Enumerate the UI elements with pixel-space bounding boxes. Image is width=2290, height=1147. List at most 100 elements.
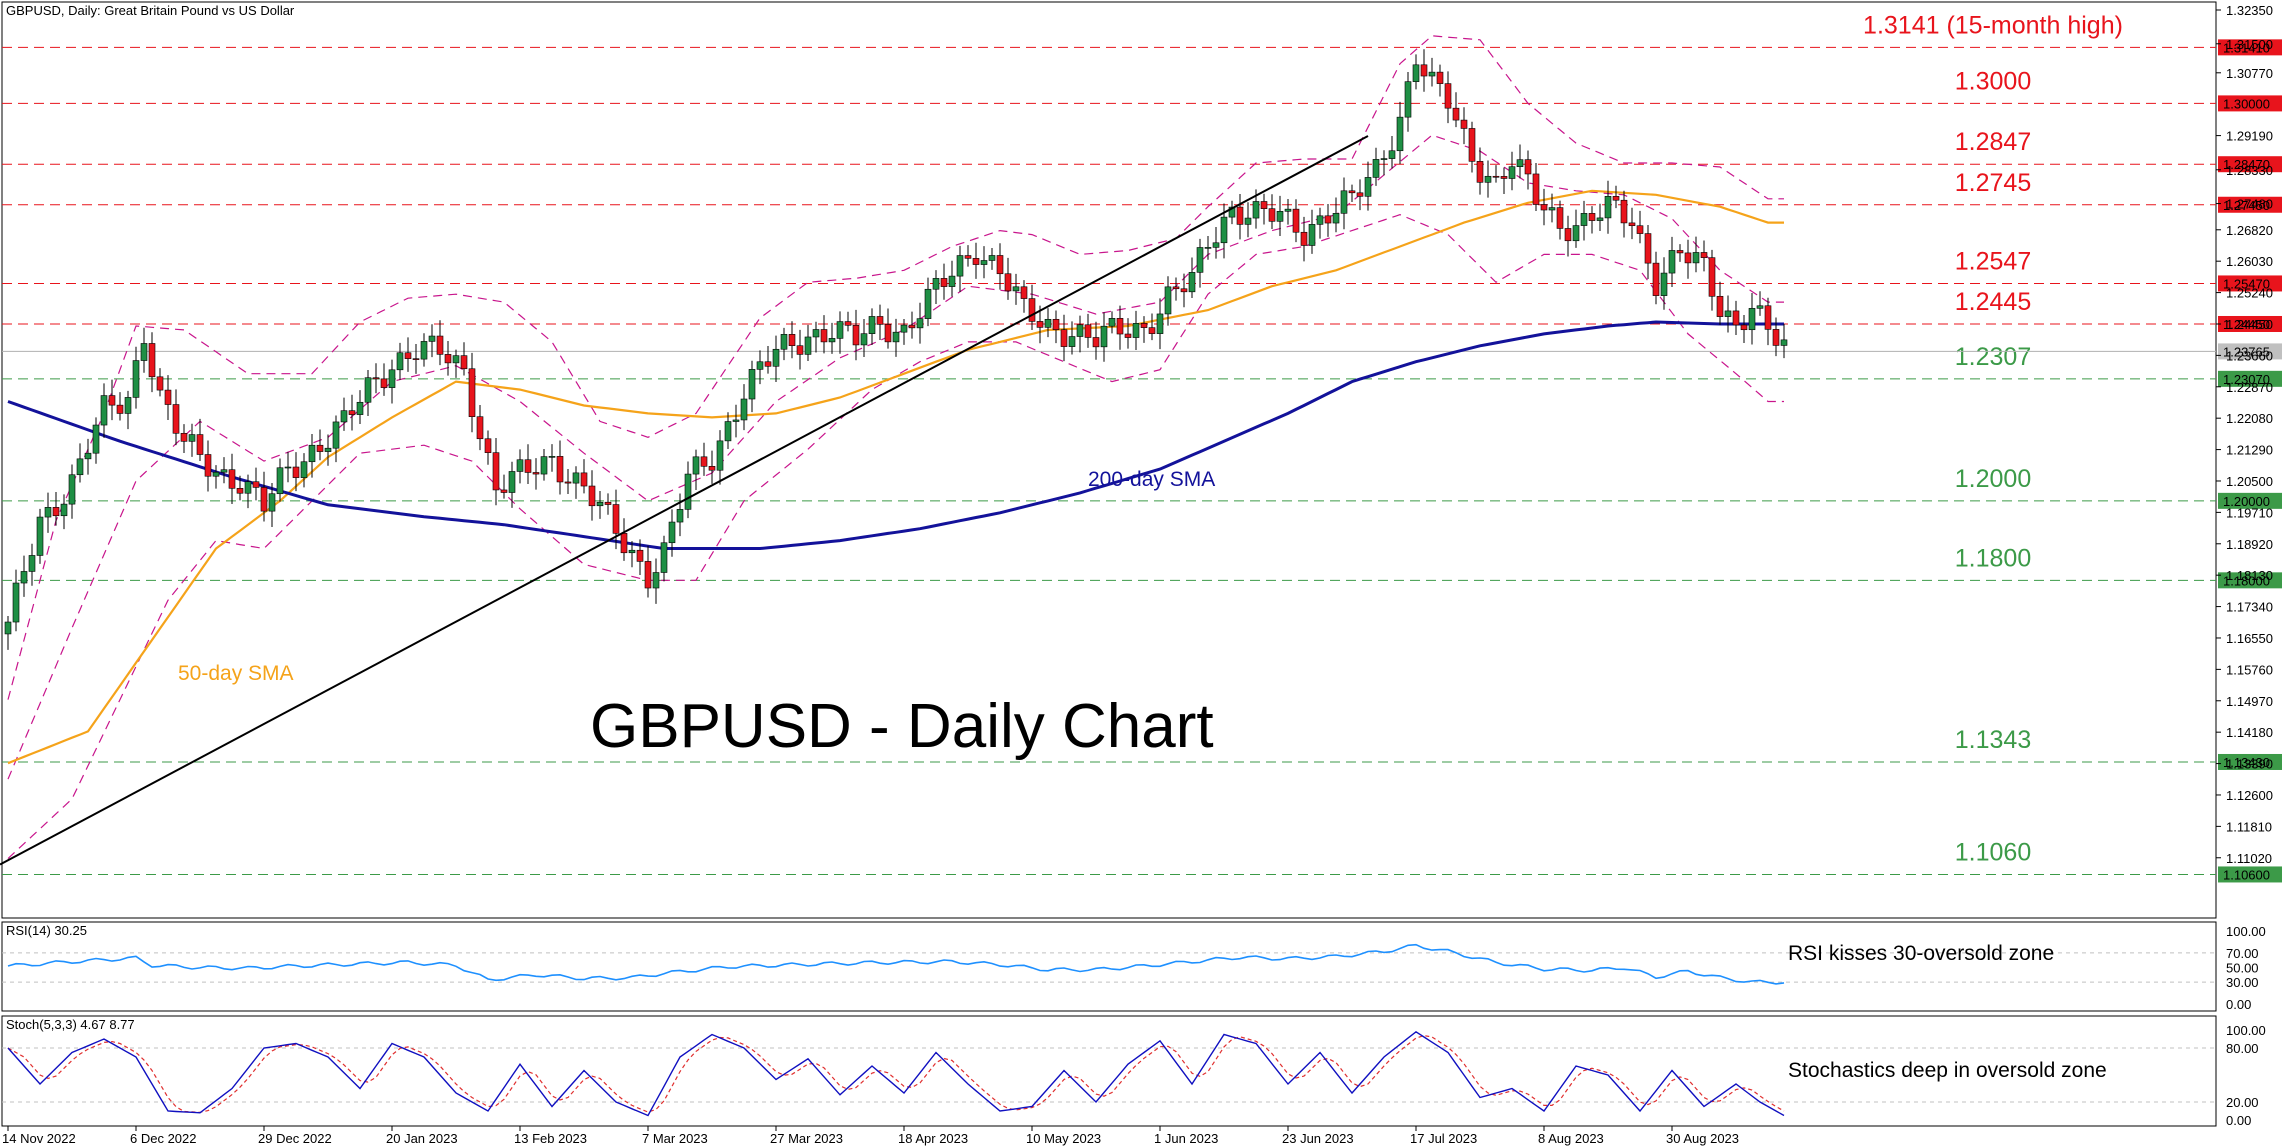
candle-body — [148, 343, 156, 378]
stoch-tick-label: 20.00 — [2226, 1095, 2259, 1110]
level-axis-tag — [2218, 753, 2282, 770]
candle-body — [1316, 215, 1324, 225]
candle-body — [1004, 273, 1012, 292]
candle-body — [1620, 199, 1628, 224]
candle-body — [1716, 295, 1724, 317]
candle-body — [1172, 286, 1180, 290]
rsi-tick-label: 50.00 — [2226, 961, 2259, 976]
candle-body — [1676, 250, 1684, 254]
candle-body — [1660, 272, 1668, 296]
sma200-label: 200-day SMA — [1088, 468, 1215, 491]
price-tick-label: 1.11810 — [2226, 819, 2272, 834]
candle-body — [604, 501, 612, 505]
candle-body — [892, 331, 900, 343]
candle-body — [1124, 333, 1132, 338]
price-tick-label: 1.11020 — [2226, 851, 2272, 866]
bollinger-upper — [7, 35, 1784, 700]
candle-body — [932, 278, 940, 290]
level-axis-tag-text: 1.30000 — [2223, 96, 2270, 111]
candle-body — [252, 481, 260, 488]
candle-body — [668, 521, 676, 544]
price-tick-label: 1.25240 — [2226, 286, 2273, 301]
candle-body — [1116, 318, 1124, 335]
stoch-header: Stoch(5,3,3) 4.67 8.77 — [6, 1017, 135, 1032]
level-label: 1.2000 — [1955, 465, 2031, 493]
candle-body — [1668, 250, 1676, 274]
candle-body — [1108, 318, 1116, 327]
candle-body — [596, 501, 604, 507]
level-axis-tag — [2218, 39, 2282, 56]
candle-body — [988, 255, 996, 261]
candle-body — [1492, 175, 1500, 178]
candle-body — [1548, 207, 1556, 211]
level-axis-tag-text: 1.18000 — [2223, 573, 2270, 588]
candle-body — [316, 444, 324, 452]
price-tick-label: 1.12600 — [2226, 788, 2273, 803]
candle-body — [1700, 252, 1708, 258]
candle-body — [812, 329, 820, 338]
candle-body — [1012, 286, 1020, 292]
candle-body — [92, 424, 100, 454]
candle-body — [300, 461, 308, 478]
date-tick-label: 17 Jul 2023 — [1410, 1131, 1477, 1146]
candle-body — [844, 321, 852, 326]
candle-body — [1196, 247, 1204, 273]
candle-body — [1252, 201, 1260, 219]
candle-body — [396, 352, 404, 371]
price-tick-label: 1.30770 — [2226, 66, 2273, 81]
candle-body — [1052, 318, 1060, 330]
candle-body — [748, 369, 756, 400]
candle-body — [1468, 128, 1476, 162]
candle-body — [44, 507, 52, 518]
candle-body — [228, 469, 236, 489]
candle-body — [188, 434, 196, 442]
rsi-line — [7, 943, 1785, 985]
candle-body — [1084, 324, 1092, 338]
candle-body — [1764, 305, 1772, 330]
candle-body — [1740, 324, 1748, 331]
candle-body — [1564, 228, 1572, 242]
candle-body — [1308, 224, 1316, 246]
level-axis-tag — [2218, 315, 2282, 332]
level-axis-tag — [2218, 196, 2282, 213]
candle-body — [1140, 323, 1148, 328]
price-tick-label: 1.14970 — [2226, 694, 2273, 709]
level-label: 1.2307 — [1955, 343, 2031, 371]
candle-body — [1396, 116, 1404, 152]
candle-body — [1364, 177, 1372, 197]
candle-body — [1556, 207, 1564, 229]
date-tick-label: 30 Aug 2023 — [1666, 1131, 1739, 1146]
candle-body — [1604, 196, 1612, 219]
candle-body — [348, 410, 356, 415]
candle-body — [484, 438, 492, 453]
candle-body — [1444, 83, 1452, 109]
candle-body — [1508, 166, 1516, 179]
candle-body — [716, 440, 724, 471]
price-tick-label: 1.20500 — [2226, 474, 2273, 489]
candle-body — [492, 452, 500, 491]
candle-body — [1452, 107, 1460, 121]
candle-body — [1372, 159, 1380, 178]
rsi-tick-label: 100.00 — [2226, 924, 2266, 939]
candle-body — [540, 456, 548, 475]
candle-body — [340, 410, 348, 423]
rsi-header: RSI(14) 30.25 — [6, 923, 87, 938]
candle-body — [1100, 325, 1108, 348]
stoch-panel-frame — [1, 1015, 2217, 1127]
candle-body — [84, 452, 92, 460]
candle-body — [684, 473, 692, 510]
candle-body — [660, 542, 668, 573]
stoch-tick-label: 0.00 — [2226, 1113, 2251, 1128]
price-tick-label: 1.32350 — [2226, 3, 2273, 18]
candle-body — [1348, 190, 1356, 194]
candle-body — [1260, 201, 1268, 209]
price-tick-label: 1.18130 — [2226, 568, 2273, 583]
candle-body — [876, 316, 884, 325]
date-tick-label: 7 Mar 2023 — [642, 1131, 708, 1146]
candle-body — [1236, 206, 1244, 225]
candle-body — [652, 572, 660, 589]
candle-body — [796, 345, 804, 355]
candle-body — [620, 533, 628, 554]
candle-body — [1244, 217, 1252, 225]
